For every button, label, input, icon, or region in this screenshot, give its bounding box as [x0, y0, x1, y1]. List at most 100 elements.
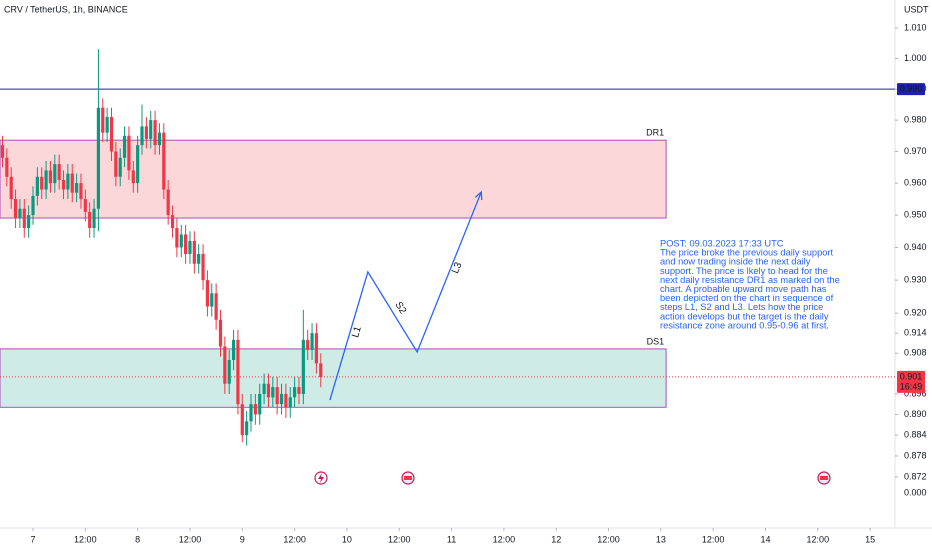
level-tag [897, 83, 925, 96]
candle-body [205, 280, 210, 307]
candle-body [314, 333, 319, 364]
x-tick-label: 12:00 [493, 534, 516, 544]
last-price-label: 0.901 [900, 371, 923, 381]
candle-body [153, 120, 157, 146]
candle-body [279, 393, 284, 405]
candle-body [9, 176, 13, 200]
candle-body [114, 151, 118, 177]
x-tick-label: 8 [135, 534, 140, 544]
candle-body [0, 145, 5, 158]
candle-body [13, 199, 18, 219]
last-price-time: 16:49 [900, 381, 923, 391]
y-tick-label: 0.914 [904, 328, 927, 338]
x-tick-label: 15 [865, 534, 875, 544]
candle-body [105, 117, 109, 133]
y-tick-label: 0.872 [904, 471, 927, 481]
y-tick-label: 0.970 [904, 146, 927, 156]
candle-body [166, 189, 170, 216]
candle-body [127, 135, 131, 171]
y-tick-label: 0.980 [904, 115, 927, 125]
candle-body [175, 228, 179, 248]
note-line: next daily resistance DR1 as marked on t… [660, 275, 840, 285]
arrow-head [474, 190, 483, 201]
x-tick-label: 14 [760, 534, 770, 544]
candle-body [266, 383, 271, 398]
candle-body [66, 173, 70, 190]
path-label: L1 [350, 325, 364, 339]
candle-body [192, 240, 196, 264]
zone [0, 348, 667, 408]
candle-body [96, 107, 101, 209]
y-tick-label: 0.884 [904, 430, 927, 440]
candle-body [170, 215, 175, 229]
x-tick-label: 11 [447, 534, 456, 544]
candle-body [162, 132, 166, 190]
candle-body [136, 145, 140, 184]
candle-body [144, 126, 148, 139]
y-tick-label: 0.878 [904, 450, 927, 460]
candle-body [18, 208, 22, 219]
candle-body [245, 421, 249, 436]
candle-body [310, 333, 314, 350]
x-tick-label: 12 [551, 534, 561, 544]
candle-body [149, 120, 153, 139]
candle-body [210, 293, 214, 307]
x-tick-label: 12:00 [179, 534, 202, 544]
x-tick-label: 12:00 [807, 534, 830, 544]
candle-body [306, 339, 310, 350]
x-tick-label: 12:00 [283, 534, 306, 544]
x-tick-label: 10 [342, 534, 352, 544]
y-tick-label: 0.890 [904, 409, 927, 419]
candle-body [57, 164, 61, 180]
event-icons [314, 471, 831, 485]
candle-body [109, 117, 114, 152]
flag [404, 476, 412, 480]
path-label: L3 [450, 260, 465, 275]
y-tick-label: 1.000 [904, 53, 927, 63]
candle-body [157, 132, 162, 146]
candle-body [31, 195, 35, 216]
y-tick-label: 0.000 [904, 487, 927, 497]
y-tick-label: 0.908 [904, 348, 927, 358]
lightning [318, 473, 324, 483]
candle-body [188, 240, 192, 254]
note-line: steps L1, S2 and L3. Lets how the price [660, 302, 823, 312]
y-tick-label: 0.930 [904, 275, 927, 285]
y-tick-label: 0.920 [904, 308, 927, 318]
candle-body [83, 199, 87, 212]
y-tick-label: 0.896 [904, 388, 927, 398]
candle-body [40, 176, 44, 190]
x-tick-label: 7 [30, 534, 35, 544]
candle-body [319, 363, 323, 377]
note-line: POST: 09.03.2023 17:33 UTC [660, 238, 784, 248]
note-line: The price broke the previous daily suppo… [660, 248, 834, 258]
candle-body [284, 393, 288, 408]
candle-body [53, 164, 57, 184]
zone-label: DR1 [646, 128, 664, 138]
candle-body [288, 397, 292, 408]
x-tick-label: 12:00 [702, 534, 725, 544]
note-line: been depicted on the chart in sequence o… [660, 293, 834, 303]
y-tick-label: 0.940 [904, 242, 927, 252]
candle-body [131, 170, 135, 184]
candle-body [101, 107, 105, 133]
candle-body [201, 253, 205, 281]
candle-body [258, 393, 262, 415]
level-label: 0.990 [900, 83, 923, 93]
candle-body [262, 383, 266, 394]
candle-body [22, 208, 26, 229]
candle-body [271, 387, 275, 398]
candle-body [240, 404, 244, 436]
y-tick-label: 0.960 [904, 178, 927, 188]
candle-body [214, 293, 218, 320]
x-tick-label: 9 [240, 534, 245, 544]
candle-body [48, 170, 53, 184]
candle-body [92, 208, 96, 229]
candle-body [275, 387, 279, 405]
candle-body [61, 179, 66, 190]
candle-body [118, 157, 122, 177]
last-price-tag [897, 370, 925, 393]
move-path [329, 191, 482, 401]
